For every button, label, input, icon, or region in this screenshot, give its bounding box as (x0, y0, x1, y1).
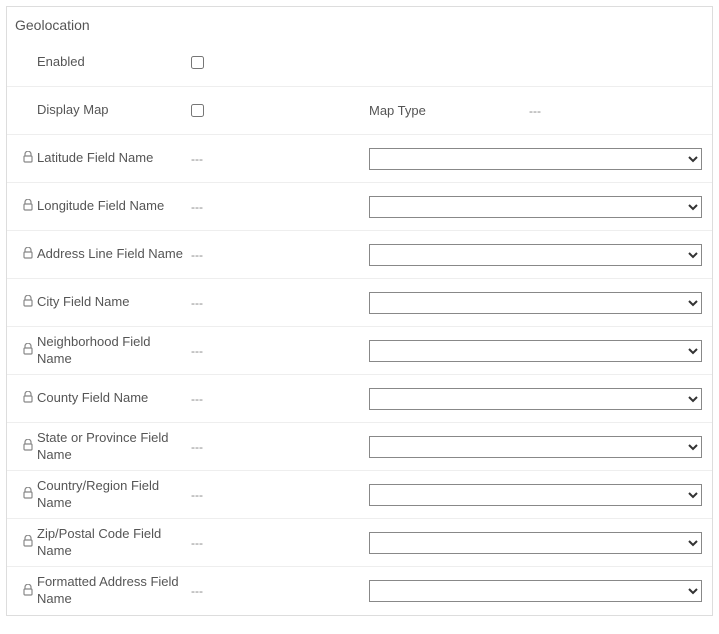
state-value: --- (191, 440, 369, 454)
row-country: Country/Region Field Name--- (7, 471, 712, 519)
city-label: City Field Name (33, 294, 191, 311)
country-select-wrap (369, 484, 712, 506)
enabled-label: Enabled (33, 54, 191, 71)
enabled-checkbox[interactable] (191, 56, 204, 69)
formatted-label: Formatted Address Field Name (33, 574, 191, 608)
lock-icon (7, 199, 33, 214)
country-label: Country/Region Field Name (33, 478, 191, 512)
state-select-wrap (369, 436, 712, 458)
lock-icon (7, 343, 33, 358)
map-type-value: --- (465, 104, 541, 118)
neighborhood-select[interactable] (369, 340, 702, 362)
county-value: --- (191, 392, 369, 406)
zip-select-wrap (369, 532, 712, 554)
row-state: State or Province Field Name--- (7, 423, 712, 471)
address-select-wrap (369, 244, 712, 266)
section-title: Geolocation (7, 7, 712, 39)
zip-value: --- (191, 536, 369, 550)
country-value: --- (191, 488, 369, 502)
row-neighborhood: Neighborhood Field Name--- (7, 327, 712, 375)
lock-icon (7, 247, 33, 262)
display-map-checkbox[interactable] (191, 104, 204, 117)
display-map-control-col (191, 104, 369, 117)
map-type-label: Map Type (369, 103, 465, 118)
lock-icon (7, 584, 33, 599)
row-display-map: Display Map Map Type --- (7, 87, 712, 135)
row-latitude: Latitude Field Name--- (7, 135, 712, 183)
longitude-value: --- (191, 200, 369, 214)
county-label: County Field Name (33, 390, 191, 407)
latitude-label: Latitude Field Name (33, 150, 191, 167)
row-zip: Zip/Postal Code Field Name--- (7, 519, 712, 567)
state-select[interactable] (369, 436, 702, 458)
enabled-control-col (191, 56, 369, 69)
county-select[interactable] (369, 388, 702, 410)
neighborhood-select-wrap (369, 340, 712, 362)
longitude-select[interactable] (369, 196, 702, 218)
city-select-wrap (369, 292, 712, 314)
formatted-select-wrap (369, 580, 712, 602)
longitude-select-wrap (369, 196, 712, 218)
neighborhood-value: --- (191, 344, 369, 358)
row-county: County Field Name--- (7, 375, 712, 423)
state-label: State or Province Field Name (33, 430, 191, 464)
address-select[interactable] (369, 244, 702, 266)
longitude-label: Longitude Field Name (33, 198, 191, 215)
latitude-select[interactable] (369, 148, 702, 170)
country-select[interactable] (369, 484, 702, 506)
row-formatted: Formatted Address Field Name--- (7, 567, 712, 615)
row-longitude: Longitude Field Name--- (7, 183, 712, 231)
zip-label: Zip/Postal Code Field Name (33, 526, 191, 560)
lock-icon (7, 535, 33, 550)
lock-icon (7, 151, 33, 166)
formatted-value: --- (191, 584, 369, 598)
city-select[interactable] (369, 292, 702, 314)
latitude-select-wrap (369, 148, 712, 170)
address-label: Address Line Field Name (33, 246, 191, 263)
lock-icon (7, 295, 33, 310)
geolocation-panel: Geolocation Enabled Display Map Map Type… (6, 6, 713, 616)
lock-icon (7, 391, 33, 406)
zip-select[interactable] (369, 532, 702, 554)
map-type-group: Map Type --- (369, 103, 712, 118)
row-enabled: Enabled (7, 39, 712, 87)
row-city: City Field Name--- (7, 279, 712, 327)
formatted-select[interactable] (369, 580, 702, 602)
address-value: --- (191, 248, 369, 262)
city-value: --- (191, 296, 369, 310)
neighborhood-label: Neighborhood Field Name (33, 334, 191, 368)
row-address: Address Line Field Name--- (7, 231, 712, 279)
county-select-wrap (369, 388, 712, 410)
latitude-value: --- (191, 152, 369, 166)
lock-icon (7, 439, 33, 454)
lock-icon (7, 487, 33, 502)
display-map-label: Display Map (33, 102, 191, 119)
